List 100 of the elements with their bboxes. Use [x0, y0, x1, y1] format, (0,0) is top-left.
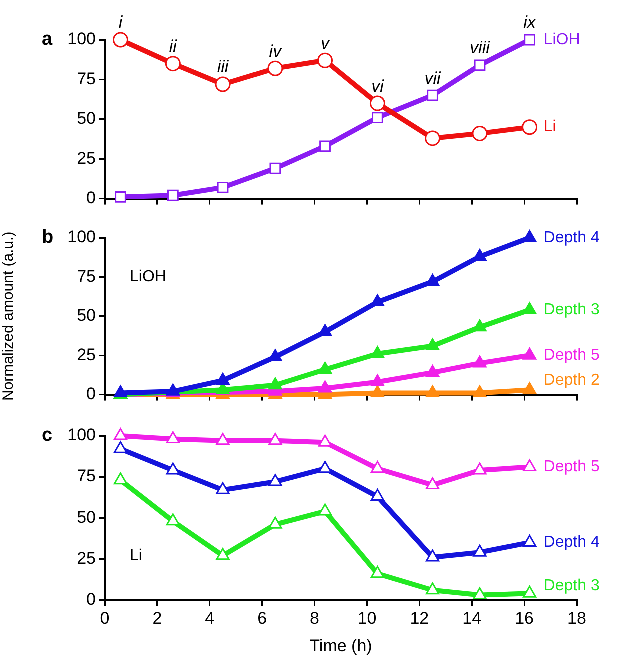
- point: [167, 190, 179, 202]
- annotation: viii: [470, 38, 492, 58]
- point: [474, 60, 486, 72]
- point: [522, 382, 537, 394]
- point: [370, 294, 385, 307]
- point: [165, 56, 181, 72]
- point: [370, 489, 385, 502]
- series-label: Depth 2: [544, 372, 600, 390]
- y-tick-label: 0: [86, 590, 96, 609]
- point: [426, 385, 440, 398]
- y-tick-label: 75: [77, 266, 96, 286]
- point: [114, 428, 128, 440]
- point: [217, 182, 229, 194]
- x-tick-label: 0: [100, 609, 110, 628]
- point: [370, 385, 385, 398]
- chart-title: c: [42, 425, 53, 446]
- series-label: Depth 5: [544, 458, 600, 476]
- series-label: Depth 3: [544, 578, 600, 595]
- point: [318, 380, 332, 393]
- x-tick-label: 8: [310, 609, 320, 628]
- point: [522, 120, 538, 136]
- point: [370, 96, 386, 112]
- x-tick-label: 12: [410, 609, 430, 628]
- point: [268, 433, 282, 446]
- y-tick-label: 50: [77, 306, 96, 326]
- point: [372, 112, 384, 124]
- point: [524, 34, 536, 46]
- point: [318, 504, 332, 516]
- series-label: Depth 4: [544, 229, 600, 246]
- y-tick-label: 75: [77, 69, 96, 88]
- annotation: LiOH: [130, 268, 166, 286]
- annotation: i: [118, 13, 124, 32]
- point: [318, 461, 332, 474]
- y-tick-label: 100: [68, 30, 96, 49]
- point: [215, 76, 231, 92]
- series-label: Depth 5: [544, 347, 600, 364]
- point: [473, 249, 487, 262]
- y-tick-label: 100: [68, 228, 96, 247]
- point: [268, 60, 284, 76]
- point: [370, 461, 385, 474]
- series-label: Depth 4: [544, 534, 600, 552]
- point: [425, 130, 441, 146]
- point: [216, 548, 230, 560]
- point: [115, 192, 126, 203]
- point: [370, 566, 385, 578]
- x-tick-label: 2: [152, 609, 162, 628]
- y-tick-label: 0: [86, 188, 96, 208]
- y-tick-label: 75: [77, 466, 96, 486]
- x-tick-label: 4: [205, 609, 215, 628]
- chart-title: b: [42, 227, 54, 248]
- annotation: iii: [217, 58, 230, 77]
- point: [268, 349, 282, 362]
- series-label: LiOH: [544, 31, 580, 48]
- point: [268, 516, 282, 529]
- point: [522, 534, 537, 547]
- x-tick-label: 18: [568, 609, 586, 628]
- point: [166, 462, 180, 475]
- point: [426, 550, 440, 562]
- point: [473, 462, 487, 475]
- point: [426, 274, 440, 286]
- x-tick-label: 14: [462, 609, 482, 628]
- point: [216, 372, 230, 385]
- annotation: vi: [372, 76, 386, 96]
- point: [216, 433, 230, 446]
- x-tick-label: 16: [515, 609, 534, 628]
- point: [114, 472, 128, 485]
- point: [473, 356, 487, 368]
- y-tick-label: 0: [86, 384, 96, 404]
- annotation: iv: [269, 42, 284, 61]
- x-tick-label: 10: [358, 609, 377, 628]
- point: [268, 474, 282, 486]
- point: [426, 365, 440, 378]
- x-axis-title: Time (h): [310, 636, 372, 656]
- annotation: ii: [169, 37, 178, 56]
- y-tick-label: 50: [77, 508, 96, 527]
- point: [426, 338, 440, 350]
- point: [166, 514, 180, 526]
- point: [426, 582, 440, 595]
- point: [370, 374, 385, 387]
- point: [166, 432, 180, 444]
- y-tick-label: 100: [68, 426, 96, 445]
- point: [320, 140, 331, 152]
- point: [522, 348, 537, 360]
- point: [270, 162, 282, 174]
- point: [522, 586, 537, 598]
- point: [427, 90, 438, 102]
- y-tick-label: 25: [77, 548, 96, 568]
- annotation: Li: [130, 547, 142, 564]
- y-tick-label: 25: [77, 148, 96, 168]
- y-tick-label: 25: [77, 345, 96, 364]
- point: [268, 378, 282, 390]
- annotation: v: [321, 34, 332, 53]
- x-tick-label: 6: [258, 609, 268, 628]
- series-label: Depth 3: [544, 302, 600, 319]
- point: [472, 126, 488, 142]
- point: [426, 478, 440, 490]
- point: [216, 482, 230, 494]
- chart-title: a: [42, 29, 53, 50]
- point: [473, 544, 487, 557]
- point: [473, 588, 487, 600]
